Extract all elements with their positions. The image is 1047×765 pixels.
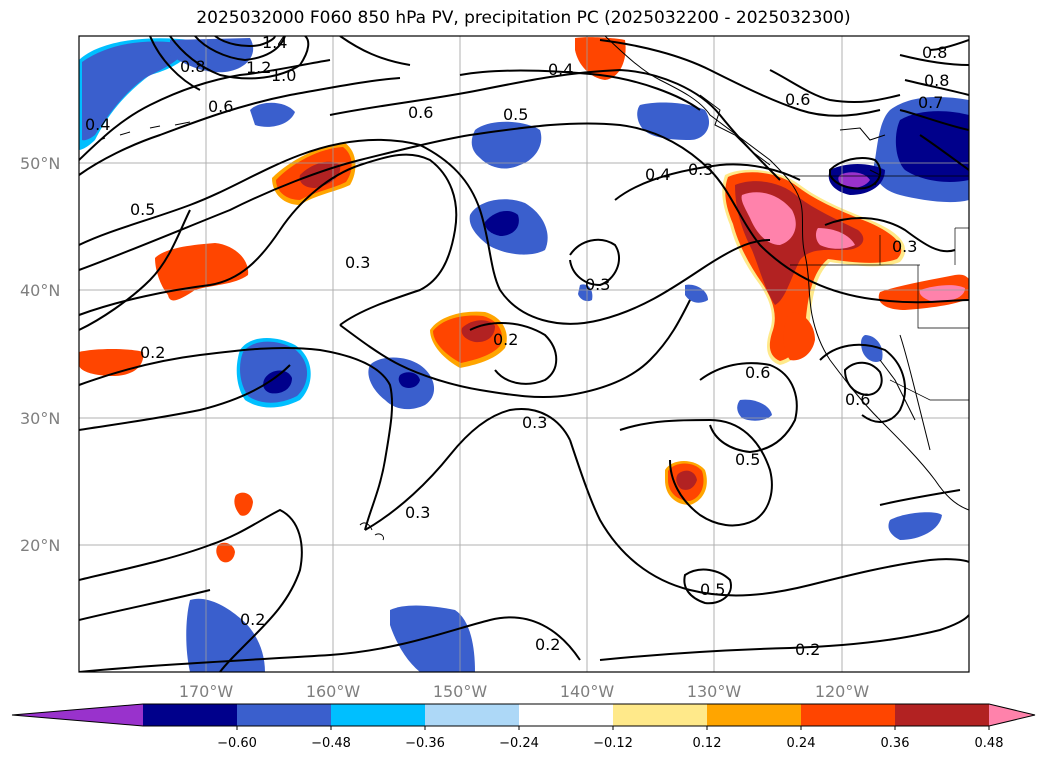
lon-label: 130°W	[687, 682, 742, 701]
colorbar-tick-label: −0.48	[311, 736, 351, 751]
colorbar-segment	[331, 704, 426, 726]
lat-label: 50°N	[20, 154, 60, 173]
colorbar-segment	[425, 704, 520, 726]
contour-label: 0.4	[645, 165, 670, 184]
precip-blob-42n	[155, 243, 249, 301]
colorbar: −0.60 −0.48 −0.36 −0.24 −0.12 0.12 0.24 0.36 0.4…	[11, 703, 1036, 751]
contour-label: 0.3	[345, 253, 370, 272]
colorbar-tick-label: −0.24	[499, 736, 539, 751]
contour-label: 0.6	[408, 103, 433, 122]
lon-label: 140°W	[560, 682, 615, 701]
colorbar-tick-label: −0.60	[217, 736, 257, 751]
colorbar-segment	[237, 704, 332, 726]
lon-label: 160°W	[306, 682, 361, 701]
lon-label: 120°W	[815, 682, 870, 701]
colorbar-segment	[143, 704, 238, 726]
contour-labels: 1.4 1.2 1.0 0.8 0.6 0.4 0.5 0.6 0.4 0.5 …	[85, 33, 949, 659]
map-panel: 1.4 1.2 1.0 0.8 0.6 0.4 0.5 0.6 0.4 0.5 …	[79, 33, 969, 672]
contour-label: 0.3	[522, 413, 547, 432]
colorbar-tick-label: 0.48	[975, 736, 1004, 751]
colorbar-extend-min	[12, 704, 143, 726]
colorbar-segment	[895, 704, 990, 726]
lon-label: 150°W	[433, 682, 488, 701]
contour-label: 0.2	[140, 343, 165, 362]
contour-label: 0.6	[745, 363, 770, 382]
contour-label: 0.5	[700, 580, 725, 599]
contour-label: 0.5	[503, 105, 528, 124]
colorbar-tick-label: −0.12	[593, 736, 633, 751]
contour-label: 0.8	[924, 71, 949, 90]
contour-label: 0.8	[922, 43, 947, 62]
colorbar-tick-label: −0.36	[405, 736, 445, 751]
contour-label: 0.2	[493, 330, 518, 349]
precip-blob-center-blue	[469, 121, 548, 255]
precip-blob-top	[170, 38, 295, 127]
contour-label: 0.3	[405, 503, 430, 522]
colorbar-extend-max	[989, 704, 1035, 726]
lat-label: 30°N	[20, 409, 60, 428]
longitude-labels: 170°W 160°W 150°W 140°W 130°W 120°W	[179, 682, 870, 701]
colorbar-outline	[11, 703, 1036, 727]
precip-blob-32n	[368, 357, 435, 410]
contour-label: 0.4	[85, 115, 110, 134]
contour-label: 0.2	[795, 640, 820, 659]
contour-label: 0.6	[785, 90, 810, 109]
contour-label: 0.6	[845, 390, 870, 409]
contour-label: 0.5	[735, 450, 760, 469]
pv-contours	[79, 36, 969, 672]
contour-label: 0.4	[548, 60, 573, 79]
figure-title: 2025032000 F060 850 hPa PV, precipitatio…	[196, 8, 851, 28]
contour-label: 1.2	[246, 58, 271, 77]
colorbar-segment	[519, 704, 614, 726]
contour-label: 0.3	[688, 160, 713, 179]
contour-label: 0.6	[208, 97, 233, 116]
colorbar-tick-label: 0.12	[693, 736, 722, 751]
colorbar-tick-label: 0.24	[787, 736, 816, 751]
contour-label: 0.2	[535, 635, 560, 654]
contour-label: 1.4	[262, 33, 287, 52]
colorbar-segment	[613, 704, 708, 726]
contour-label: 0.3	[585, 275, 610, 294]
contour-label: 0.7	[918, 93, 943, 112]
lat-label: 40°N	[20, 281, 60, 300]
contour-label: 0.5	[130, 200, 155, 219]
contour-label: 0.3	[892, 237, 917, 256]
precip-blob-small	[79, 312, 815, 563]
latitude-labels: 50°N 40°N 30°N 20°N	[20, 154, 60, 555]
colorbar-segment	[801, 704, 896, 726]
colorbar-segment	[707, 704, 802, 726]
precip-blob-36n	[430, 311, 507, 368]
lon-label: 170°W	[179, 682, 234, 701]
contour-label: 0.2	[240, 610, 265, 629]
precip-blob-goa	[575, 37, 710, 140]
colorbar-tick-label: 0.36	[881, 736, 910, 751]
lat-label: 20°N	[20, 536, 60, 555]
precip-blob-25n	[665, 461, 707, 505]
precip-blob-nw	[79, 38, 192, 150]
contour-label: 0.8	[180, 57, 205, 76]
map-frame	[78, 35, 970, 673]
contour-label: 1.0	[271, 66, 296, 85]
